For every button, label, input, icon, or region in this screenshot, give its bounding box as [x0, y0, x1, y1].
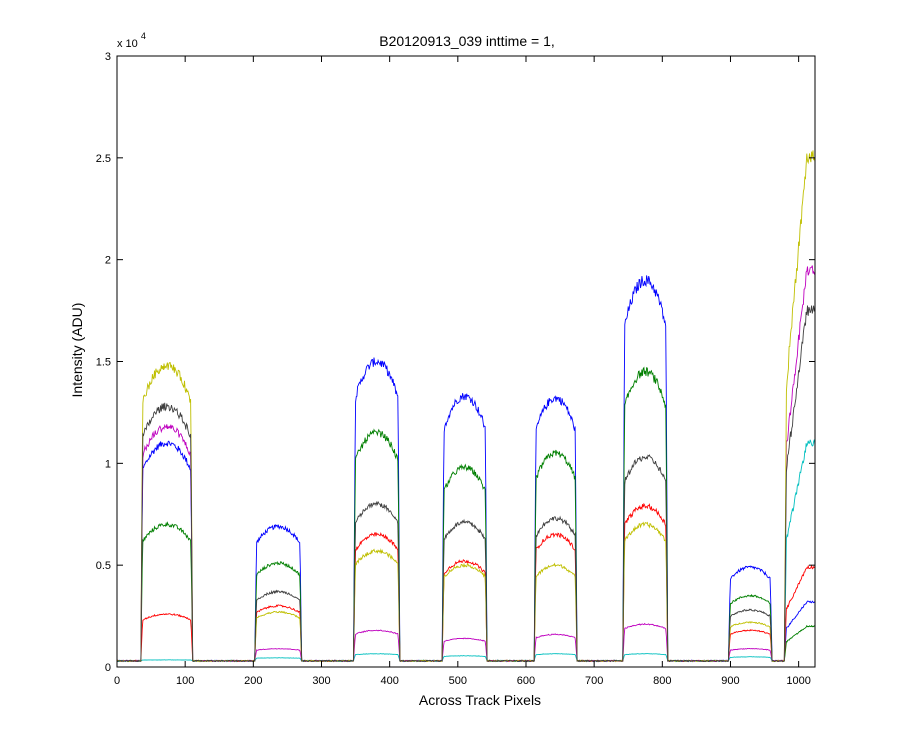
y-axis-label: Intensity (ADU)	[69, 303, 85, 398]
y-axis: 0 0.5 1 1.5 2 2.5 3	[96, 51, 815, 674]
y-tick-label: 0.5	[96, 560, 111, 572]
x-tick-label: 1000	[786, 675, 810, 687]
x-tick-label: 300	[312, 675, 330, 687]
y-tick-label: 1	[105, 458, 111, 470]
x-tick-label: 500	[449, 675, 467, 687]
plot-area	[117, 56, 815, 667]
x-tick-label: 900	[721, 675, 739, 687]
y-axis-multiplier: x 10 4	[117, 31, 146, 50]
x-tick-label: 600	[517, 675, 535, 687]
series-line-7	[116, 305, 816, 663]
x-tick-label: 200	[244, 675, 262, 687]
y-multiplier-exponent: 4	[141, 31, 146, 41]
x-axis: 0 100 200 300 400 500 600 700 800 900 1000	[114, 56, 811, 687]
chart-title: B20120913_039 inttime = 1,	[379, 33, 555, 49]
y-tick-label: 2	[105, 255, 111, 267]
y-tick-label: 0	[105, 662, 111, 674]
x-tick-label: 700	[585, 675, 603, 687]
series-group	[116, 150, 816, 663]
y-tick-label: 3	[105, 51, 111, 63]
x-axis-label: Across Track Pixels	[419, 692, 541, 708]
y-tick-label: 2.5	[96, 153, 111, 165]
y-tick-label: 1.5	[96, 357, 111, 369]
y-multiplier-base: x 10	[117, 38, 138, 50]
x-tick-label: 800	[653, 675, 671, 687]
x-tick-label: 0	[114, 675, 120, 687]
x-tick-label: 100	[176, 675, 194, 687]
x-tick-label: 400	[380, 675, 398, 687]
